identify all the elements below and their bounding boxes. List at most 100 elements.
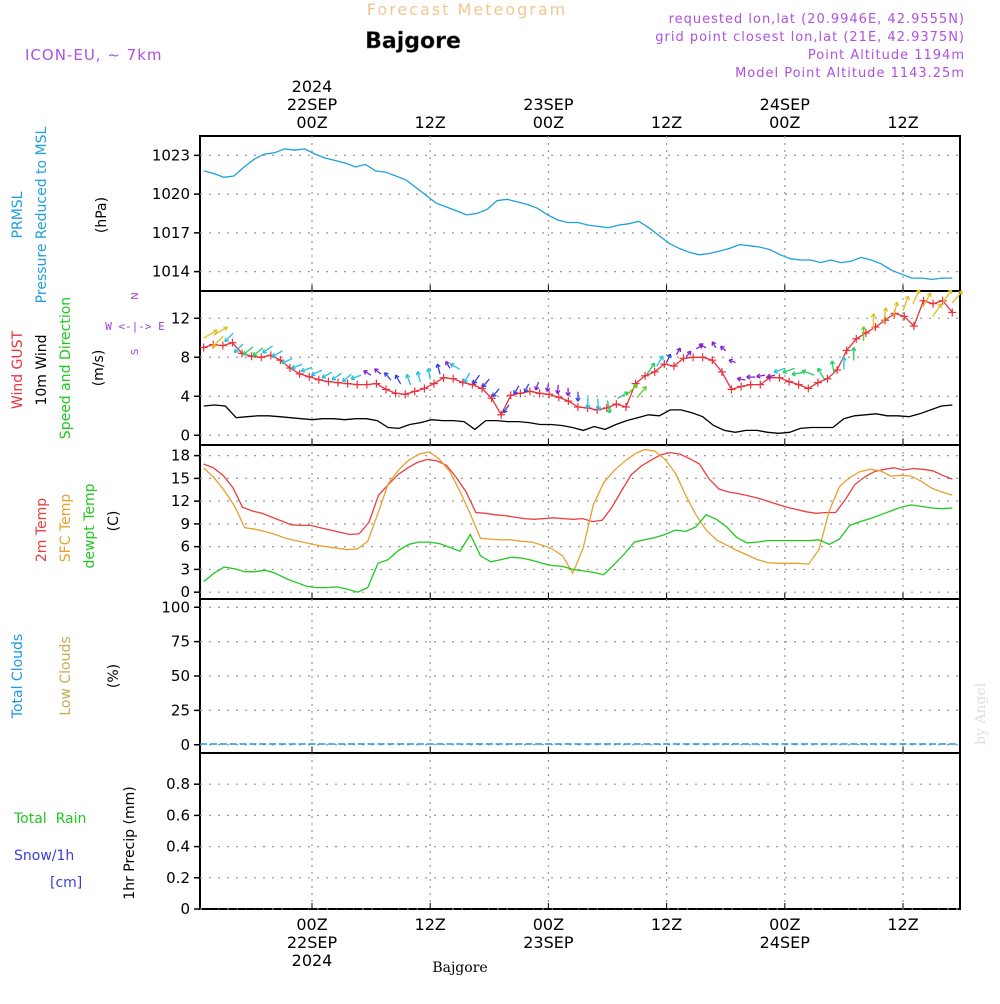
model-label: ICON-EU, ~ 7km bbox=[25, 46, 163, 64]
total-clouds-bar bbox=[801, 743, 808, 745]
total-clouds-bar bbox=[525, 743, 532, 745]
wind-label-10m: 10m Wind bbox=[34, 334, 50, 405]
compass-south: S bbox=[130, 349, 141, 355]
total-clouds-bar bbox=[496, 743, 503, 745]
total-clouds-bar bbox=[732, 743, 739, 745]
total-clouds-bar bbox=[653, 743, 660, 745]
gust-point bbox=[622, 403, 630, 411]
time-label-top: 00Z bbox=[769, 113, 800, 132]
legend-snow-unit: [cm] bbox=[50, 875, 82, 891]
total-clouds-bar bbox=[407, 743, 414, 745]
wind-arrow-head bbox=[311, 375, 315, 376]
time-label-bottom: 12Z bbox=[415, 915, 446, 934]
total-clouds-bar bbox=[397, 743, 404, 745]
wind-arrow bbox=[546, 384, 550, 391]
wind-arrow bbox=[596, 399, 600, 411]
legend-total-rain: Total Rain bbox=[13, 811, 86, 827]
clouds-unit: (%) bbox=[106, 664, 122, 688]
temp-label-sfc: SFC Temp bbox=[58, 494, 74, 563]
time-label-bottom: 24SEP bbox=[760, 933, 811, 952]
time-label-bottom: 23SEP bbox=[523, 933, 574, 952]
time-label-top: 12Z bbox=[887, 113, 918, 132]
total-clouds-bar bbox=[771, 743, 778, 745]
total-clouds-bar bbox=[693, 743, 700, 745]
clouds-grid bbox=[200, 599, 960, 753]
gust-point bbox=[785, 378, 793, 386]
total-clouds-bar bbox=[712, 743, 719, 745]
total-clouds-bar bbox=[890, 743, 897, 745]
gust-point bbox=[574, 403, 582, 411]
y-tick-label: 3 bbox=[180, 560, 190, 578]
gust-point bbox=[440, 374, 448, 382]
wind-arrow-head bbox=[292, 368, 296, 369]
time-label-bottom: 12Z bbox=[887, 915, 918, 934]
wind-arrow-head bbox=[792, 374, 796, 376]
wind-arrow-head bbox=[343, 381, 347, 382]
wind-arrow-head bbox=[406, 374, 407, 378]
total-clouds-bar bbox=[919, 743, 926, 745]
wind-arrow bbox=[483, 379, 490, 387]
total-clouds-bar bbox=[466, 743, 473, 745]
total-clouds-bar bbox=[663, 743, 670, 745]
total-clouds-bar bbox=[762, 743, 769, 745]
wind-arrow bbox=[667, 354, 671, 362]
compass-north: N bbox=[130, 292, 141, 299]
time-label-top: 12Z bbox=[415, 113, 446, 132]
total-clouds-bar bbox=[703, 743, 710, 745]
wind-arrow bbox=[566, 388, 570, 396]
wind-label-speed-dir: Speed and Direction bbox=[58, 297, 74, 439]
total-clouds-bar bbox=[299, 743, 306, 745]
wind-arrow-head bbox=[610, 409, 612, 413]
wind-arrow bbox=[747, 375, 756, 379]
temp-label-2m: 2m Temp bbox=[34, 498, 50, 562]
total-clouds-bar bbox=[240, 743, 247, 745]
time-label-bottom: 22SEP bbox=[287, 933, 338, 952]
gust-point bbox=[814, 379, 822, 387]
total-clouds-bar bbox=[377, 743, 384, 745]
pressure-line bbox=[204, 149, 953, 280]
total-clouds-bar bbox=[269, 743, 276, 745]
total-clouds-bar bbox=[742, 743, 749, 745]
y-tick-label: 1023 bbox=[152, 146, 190, 164]
gust-point bbox=[257, 353, 265, 361]
time-label-bottom: 00Z bbox=[296, 915, 327, 934]
wind-arrow-head bbox=[301, 371, 305, 372]
total-clouds-bar bbox=[683, 743, 690, 745]
wind-arrow bbox=[617, 392, 628, 398]
footer-location: Bajgore bbox=[432, 960, 487, 976]
y-tick-label: 1017 bbox=[152, 224, 190, 242]
gust-point bbox=[564, 397, 572, 405]
wind-arrow-head bbox=[351, 379, 355, 380]
model-altitude: Model Point Altitude 1143.25m bbox=[735, 66, 965, 81]
wind-arrow bbox=[657, 356, 663, 366]
wind-arrow bbox=[556, 385, 560, 394]
time-label-top: 23SEP bbox=[523, 95, 574, 114]
wind-arrow bbox=[842, 357, 846, 369]
legend-snow: Snow/1h bbox=[14, 848, 74, 864]
total-clouds-bar bbox=[831, 743, 838, 745]
total-clouds-bar bbox=[289, 743, 296, 745]
temperature-frame bbox=[200, 445, 960, 599]
pressure-grid bbox=[200, 136, 960, 291]
wind-arrow bbox=[311, 370, 321, 375]
precipitation-y-ticks: 00.20.40.60.8 bbox=[166, 775, 200, 918]
wind-arrow bbox=[699, 344, 706, 348]
y-tick-label: 0 bbox=[180, 900, 190, 918]
dewpt-temp-line bbox=[204, 505, 953, 592]
gust-point bbox=[728, 385, 736, 393]
gust-point bbox=[382, 385, 390, 393]
wind-arrow bbox=[416, 372, 420, 382]
total-clouds-bar bbox=[387, 743, 394, 745]
gust-point bbox=[219, 342, 227, 350]
y-tick-label: 50 bbox=[171, 667, 190, 685]
wind-frame bbox=[200, 291, 960, 445]
chart-title: Forecast Meteogram bbox=[367, 0, 567, 19]
wind-arrow-head bbox=[757, 377, 761, 379]
gust-point bbox=[756, 381, 764, 389]
gust-point bbox=[871, 323, 879, 331]
total-clouds-bar bbox=[230, 743, 237, 745]
